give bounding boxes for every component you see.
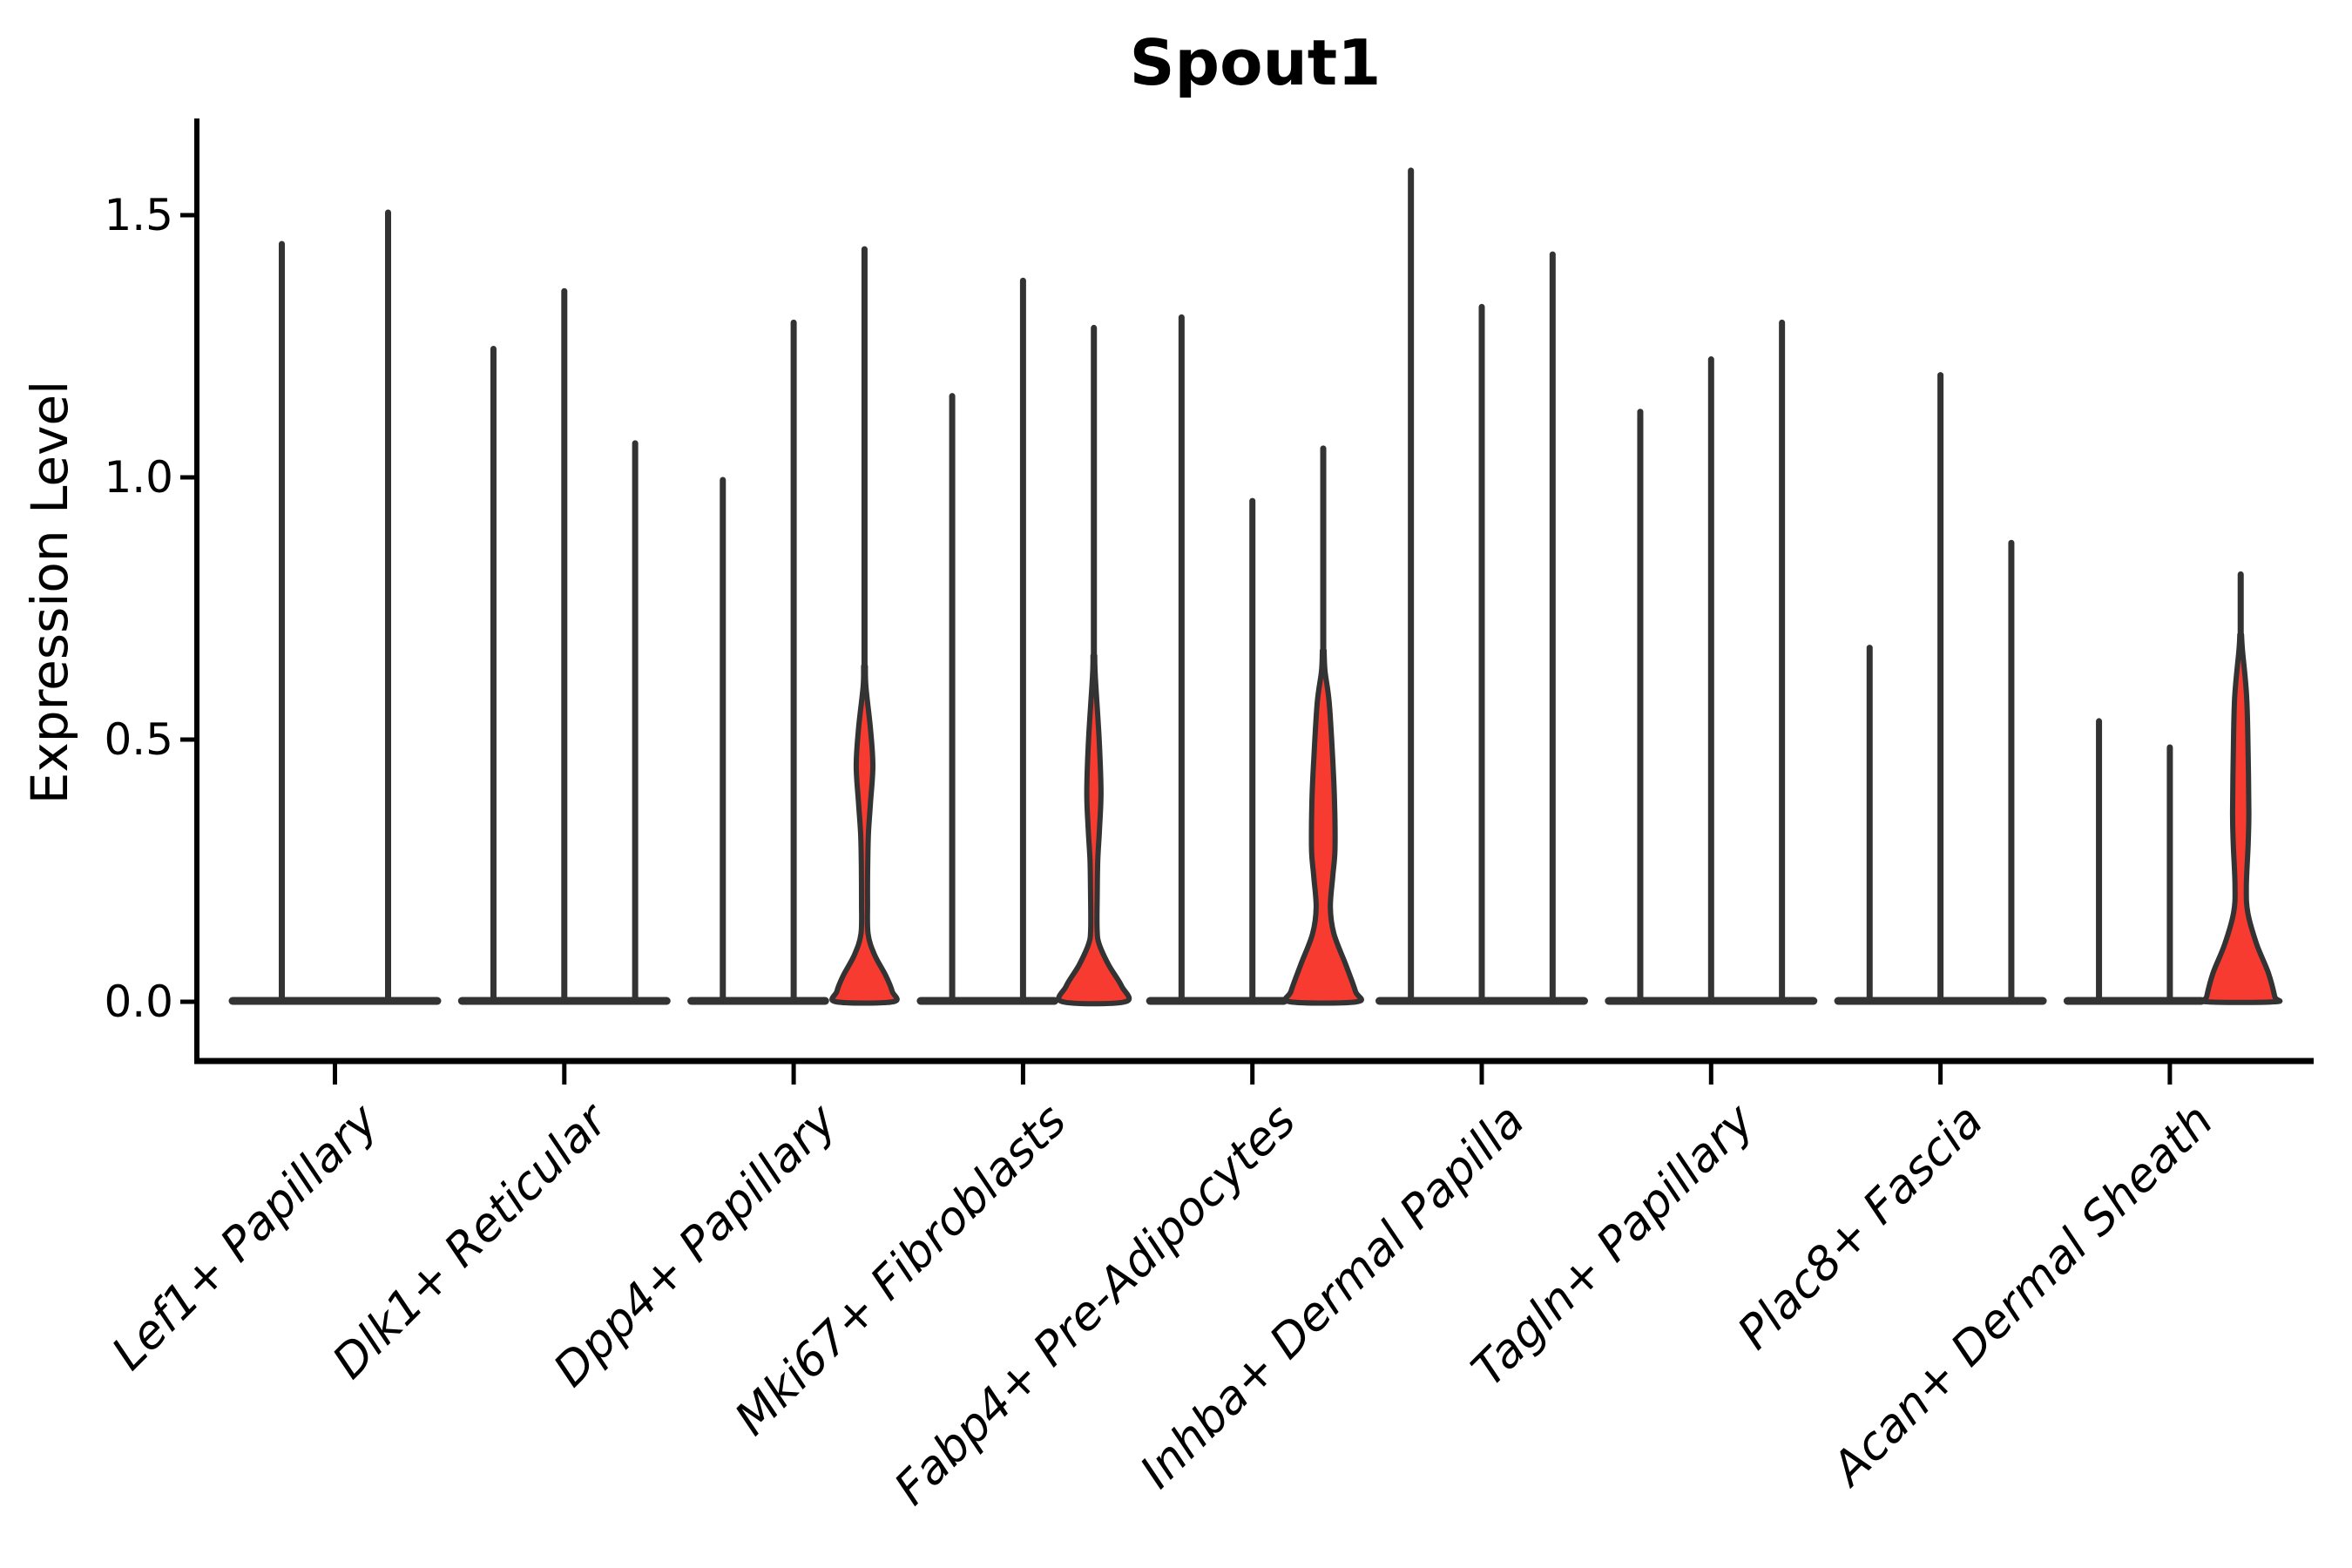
violin-baseline-bar bbox=[2063, 997, 2206, 1005]
violin-baseline-bar bbox=[228, 997, 442, 1005]
violin-baseline-bar bbox=[687, 997, 829, 1005]
y-tick-label: 0.5 bbox=[104, 714, 173, 765]
violin-baseline-bar bbox=[1146, 997, 1288, 1005]
y-tick-label: 0.0 bbox=[104, 977, 173, 1027]
violin-body-highlighted bbox=[1282, 647, 1364, 1006]
y-tick-label: 1.5 bbox=[104, 190, 173, 240]
violin-baseline-bar bbox=[916, 997, 1059, 1005]
violin-body-highlighted bbox=[829, 663, 900, 1006]
violin-body-highlighted bbox=[2199, 632, 2283, 1005]
y-tick-label: 1.0 bbox=[104, 452, 173, 503]
violin-body-highlighted bbox=[1056, 652, 1132, 1007]
chart-title: Spout1 bbox=[1129, 26, 1382, 99]
